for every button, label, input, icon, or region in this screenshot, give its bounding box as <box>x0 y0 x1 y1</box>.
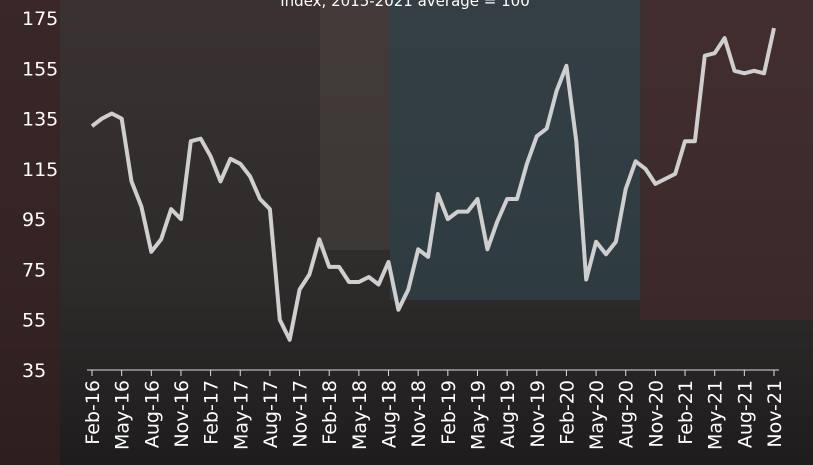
x-tick-label: Nov-18 <box>408 380 430 448</box>
y-tick-label: 135 <box>22 109 58 131</box>
x-tick-label: Nov-16 <box>171 380 193 448</box>
bg-wall <box>640 0 813 320</box>
y-tick-label: 35 <box>22 360 46 382</box>
y-tick-label: 55 <box>22 310 46 332</box>
x-tick-label: Feb-20 <box>556 380 578 445</box>
x-tick-label: Feb-21 <box>675 380 697 445</box>
x-tick-label: Feb-16 <box>82 380 104 445</box>
bg-wall <box>0 0 60 465</box>
y-tick-label: 175 <box>22 8 58 30</box>
x-tick-label: Nov-17 <box>290 380 312 448</box>
y-tick-label: 75 <box>22 259 46 281</box>
chart-subtitle: Index, 2015-2021 average = 100 <box>280 0 530 10</box>
data-line <box>90 27 776 342</box>
x-tick-label: Feb-19 <box>438 380 460 445</box>
x-tick-label: Aug-18 <box>379 380 401 448</box>
x-tick-label: May-17 <box>230 380 252 450</box>
x-tick-label: Feb-17 <box>201 380 223 445</box>
x-tick-label: May-20 <box>586 380 608 450</box>
x-tick-label: Nov-20 <box>645 380 667 448</box>
x-tick-label: May-16 <box>112 380 134 450</box>
y-tick-label: 115 <box>22 159 58 181</box>
bg-wall <box>390 0 640 300</box>
bg-wall <box>320 0 390 250</box>
x-tick-label: May-19 <box>467 380 489 450</box>
x-tick-label: Feb-18 <box>319 380 341 445</box>
x-tick-label: Aug-17 <box>260 380 282 448</box>
x-tick-label: Aug-16 <box>141 380 163 448</box>
y-tick-label: 155 <box>22 58 58 80</box>
x-tick-label: May-18 <box>349 380 371 450</box>
y-tick-label: 95 <box>22 209 46 231</box>
x-tick-label: May-21 <box>705 380 727 450</box>
x-tick-label: Nov-19 <box>527 380 549 448</box>
x-tick-label: Aug-21 <box>734 380 756 448</box>
x-tick-label: Aug-19 <box>497 380 519 448</box>
x-tick-label: Aug-20 <box>616 380 638 448</box>
x-tick-label: Nov-21 <box>764 380 786 448</box>
